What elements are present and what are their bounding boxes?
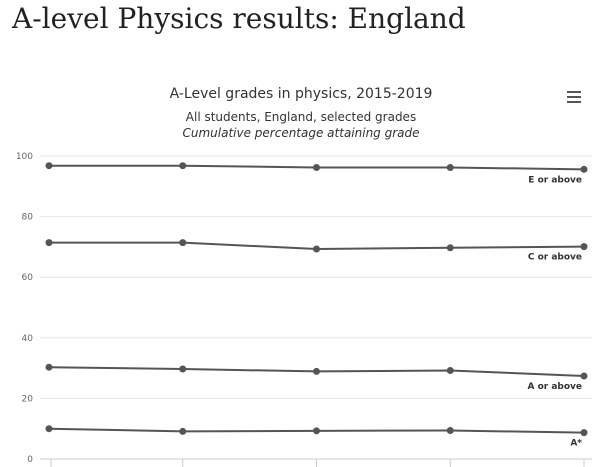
data-point[interactable] (446, 164, 454, 172)
x-axis (50, 459, 585, 467)
data-point[interactable] (580, 165, 588, 173)
y-tick-label: 80 (22, 213, 34, 223)
data-point[interactable] (446, 244, 454, 252)
y-tick-label: 40 (22, 334, 34, 344)
series-labels: E or above C or above A or above A* (527, 175, 582, 448)
data-point[interactable] (446, 367, 454, 375)
data-point[interactable] (45, 239, 53, 247)
menu-bar-bottom (567, 101, 581, 103)
data-point[interactable] (313, 367, 320, 375)
series-label: E or above (528, 175, 582, 185)
series-label: A or above (527, 382, 582, 392)
data-point[interactable] (313, 427, 320, 435)
data-point[interactable] (580, 243, 588, 251)
chart-subtitle-italic: Cumulative percentage attaining grade (182, 126, 420, 140)
data-point[interactable] (179, 427, 187, 435)
data-point[interactable] (179, 162, 187, 170)
data-point[interactable] (313, 164, 320, 172)
chart-subtitle: All students, England, selected grades (185, 110, 417, 124)
data-point[interactable] (45, 363, 53, 371)
data-point[interactable] (580, 429, 588, 437)
page-heading: A-level Physics results: England (12, 2, 466, 35)
data-point[interactable] (313, 245, 320, 253)
y-tick-label: 20 (22, 394, 34, 404)
menu-bar-middle (567, 96, 581, 98)
series-label: C or above (528, 253, 582, 263)
hamburger-menu-icon[interactable] (564, 88, 584, 106)
data-point[interactable] (446, 427, 454, 435)
data-point[interactable] (45, 162, 53, 170)
chart-title: A-Level grades in physics, 2015-2019 (169, 86, 433, 102)
data-point[interactable] (179, 365, 187, 373)
series-label: A* (570, 439, 582, 449)
data-point[interactable] (179, 239, 187, 247)
menu-bar-top (567, 91, 581, 93)
grid-lines: 0 20 40 60 80 100 (16, 152, 592, 465)
y-tick-label: 100 (16, 152, 33, 162)
data-point[interactable] (45, 425, 53, 433)
data-point[interactable] (580, 372, 588, 380)
y-tick-label: 0 (27, 455, 33, 465)
y-tick-label: 60 (22, 273, 34, 283)
series-lines (45, 162, 588, 437)
